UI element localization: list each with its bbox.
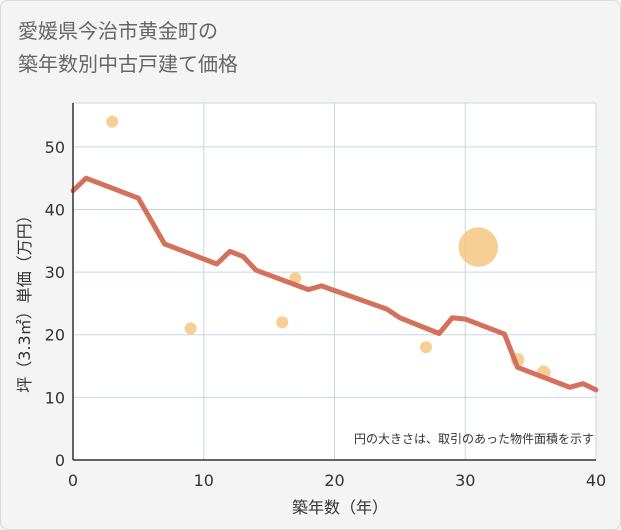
x-tick-labels: 0 10 20 30 40 — [68, 471, 606, 490]
x-tick-label: 30 — [455, 471, 475, 490]
y-axis-label: 坪（3.3㎡）単価（万円） — [15, 207, 34, 392]
y-tick-label: 0 — [55, 451, 65, 470]
x-tick-label: 0 — [68, 471, 78, 490]
x-axis-label: 築年数（年） — [292, 498, 388, 517]
y-tick-label: 10 — [45, 388, 65, 407]
y-tick-labels: 0 10 20 30 40 50 — [45, 138, 65, 470]
y-tick-label: 30 — [45, 263, 65, 282]
x-tick-label: 40 — [586, 471, 606, 490]
y-tick-label: 50 — [45, 138, 65, 157]
x-tick-label: 20 — [324, 471, 344, 490]
y-tick-label: 40 — [45, 200, 65, 219]
scatter-point — [459, 227, 498, 266]
size-legend-note: 円の大きさは、取引のあった物件面積を示す — [354, 431, 594, 446]
x-tick-label: 10 — [194, 471, 214, 490]
scatter-point — [106, 116, 118, 128]
scatter-point — [185, 322, 197, 334]
chart-plot: 0 10 20 30 40 0 10 20 30 40 50 築年数（年） 坪（3.3㎡）単価（万… — [0, 0, 621, 530]
scatter-point — [420, 341, 432, 353]
scatter-point — [276, 316, 288, 328]
y-tick-label: 20 — [45, 326, 65, 345]
